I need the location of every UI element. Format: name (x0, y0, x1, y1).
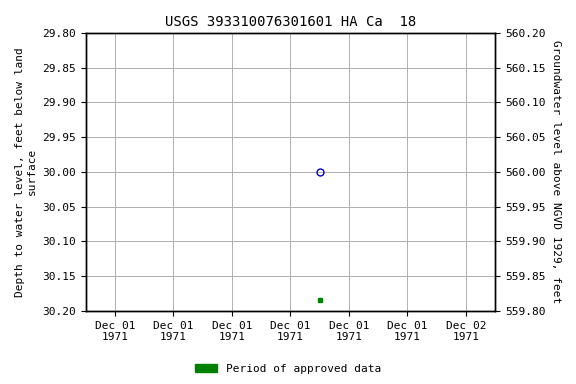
Legend: Period of approved data: Period of approved data (191, 359, 385, 379)
Y-axis label: Depth to water level, feet below land
surface: Depth to water level, feet below land su… (15, 47, 37, 297)
Y-axis label: Groundwater level above NGVD 1929, feet: Groundwater level above NGVD 1929, feet (551, 40, 561, 303)
Title: USGS 393310076301601 HA Ca  18: USGS 393310076301601 HA Ca 18 (165, 15, 416, 29)
